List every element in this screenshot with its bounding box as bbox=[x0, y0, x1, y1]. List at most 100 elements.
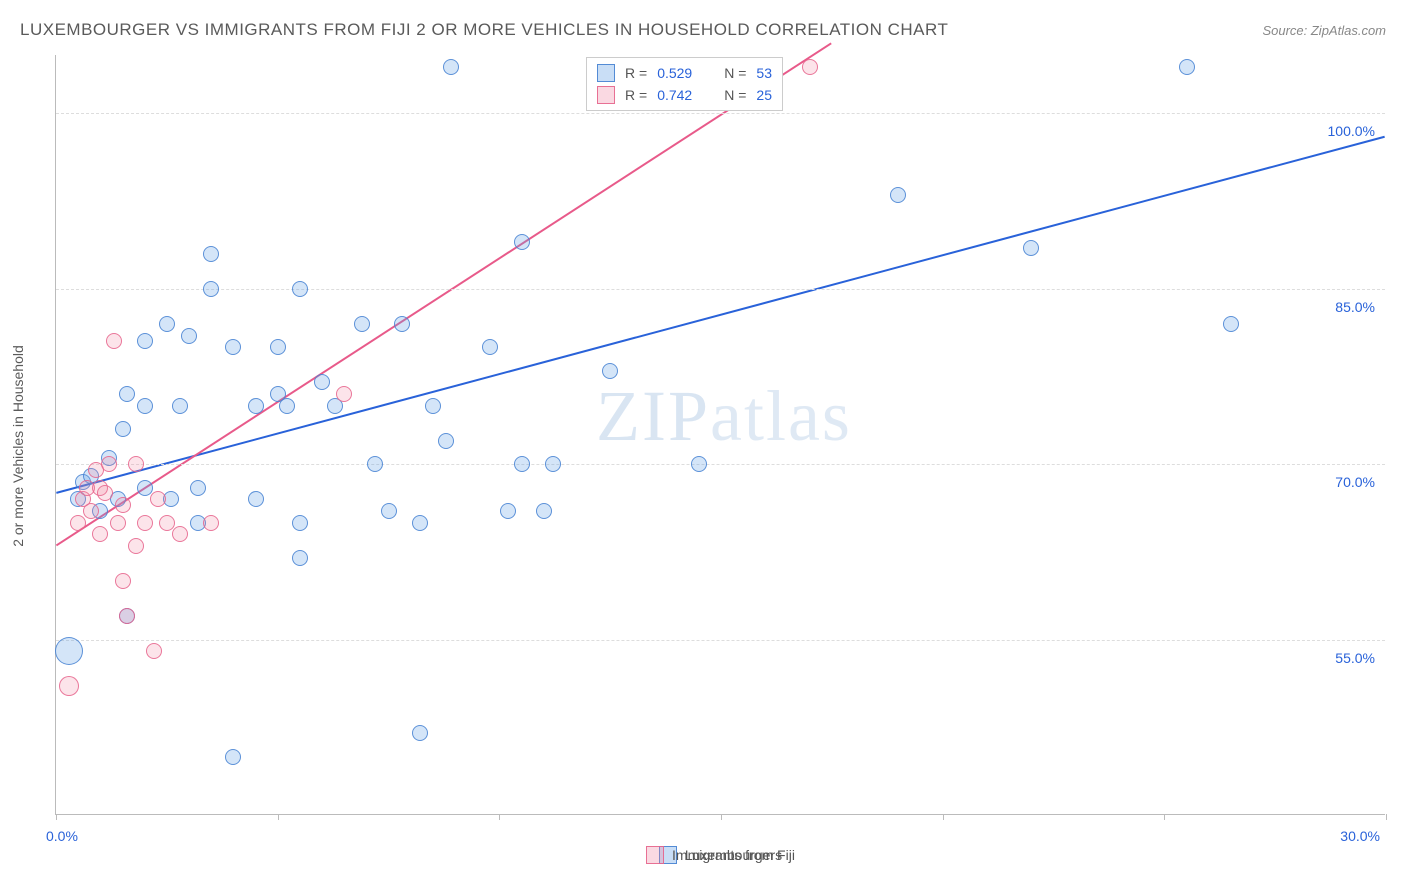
data-point bbox=[106, 333, 122, 349]
title-bar: LUXEMBOURGER VS IMMIGRANTS FROM FIJI 2 O… bbox=[20, 20, 1386, 40]
source-label: Source: ZipAtlas.com bbox=[1262, 23, 1386, 38]
x-tick bbox=[1386, 814, 1387, 820]
data-point bbox=[115, 573, 131, 589]
data-point bbox=[500, 503, 516, 519]
data-point bbox=[367, 456, 383, 472]
data-point bbox=[137, 398, 153, 414]
data-point bbox=[128, 456, 144, 472]
n-label: N = bbox=[724, 87, 746, 103]
x-tick bbox=[1164, 814, 1165, 820]
data-point bbox=[354, 316, 370, 332]
data-point bbox=[203, 515, 219, 531]
gridline bbox=[56, 113, 1385, 114]
r-label: R = bbox=[625, 65, 647, 81]
y-axis-label: 2 or more Vehicles in Household bbox=[10, 345, 26, 547]
legend-label: Immigrants from Fiji bbox=[672, 847, 795, 863]
data-point bbox=[55, 637, 83, 665]
data-point bbox=[314, 374, 330, 390]
data-point bbox=[137, 480, 153, 496]
x-min-label: 0.0% bbox=[46, 828, 78, 844]
legend-swatch bbox=[646, 846, 664, 864]
data-point bbox=[292, 515, 308, 531]
data-point bbox=[225, 339, 241, 355]
data-point bbox=[119, 386, 135, 402]
x-max-label: 30.0% bbox=[1340, 828, 1380, 844]
trend-line bbox=[56, 137, 1384, 493]
stats-row: R =0.529N =53 bbox=[587, 62, 782, 84]
data-point bbox=[425, 398, 441, 414]
data-point bbox=[1223, 316, 1239, 332]
x-tick bbox=[499, 814, 500, 820]
data-point bbox=[1179, 59, 1195, 75]
data-point bbox=[1023, 240, 1039, 256]
data-point bbox=[545, 456, 561, 472]
data-point bbox=[248, 398, 264, 414]
legend-swatch bbox=[597, 86, 615, 104]
data-point bbox=[115, 421, 131, 437]
data-point bbox=[110, 515, 126, 531]
trend-lines bbox=[56, 55, 1385, 814]
y-tick-label: 55.0% bbox=[1335, 650, 1375, 666]
data-point bbox=[270, 339, 286, 355]
r-value: 0.742 bbox=[657, 87, 692, 103]
data-point bbox=[602, 363, 618, 379]
gridline bbox=[56, 640, 1385, 641]
data-point bbox=[890, 187, 906, 203]
plot-area: ZIPatlas 55.0%70.0%85.0%100.0%0.0%30.0%R… bbox=[55, 55, 1385, 815]
data-point bbox=[292, 281, 308, 297]
gridline bbox=[56, 289, 1385, 290]
data-point bbox=[225, 749, 241, 765]
data-point bbox=[172, 398, 188, 414]
r-label: R = bbox=[625, 87, 647, 103]
data-point bbox=[482, 339, 498, 355]
trend-line bbox=[56, 43, 831, 545]
x-tick bbox=[278, 814, 279, 820]
data-point bbox=[181, 328, 197, 344]
data-point bbox=[190, 480, 206, 496]
data-point bbox=[443, 59, 459, 75]
data-point bbox=[514, 234, 530, 250]
data-point bbox=[394, 316, 410, 332]
y-tick-label: 85.0% bbox=[1335, 299, 1375, 315]
x-tick bbox=[56, 814, 57, 820]
chart-title: LUXEMBOURGER VS IMMIGRANTS FROM FIJI 2 O… bbox=[20, 20, 948, 40]
data-point bbox=[70, 515, 86, 531]
y-tick-label: 100.0% bbox=[1328, 123, 1375, 139]
data-point bbox=[59, 676, 79, 696]
stats-row: R = 0.742 N = 25 bbox=[587, 84, 782, 106]
data-point bbox=[802, 59, 818, 75]
gridline bbox=[56, 464, 1385, 465]
data-point bbox=[128, 538, 144, 554]
data-point bbox=[137, 333, 153, 349]
y-tick-label: 70.0% bbox=[1335, 474, 1375, 490]
data-point bbox=[336, 386, 352, 402]
data-point bbox=[101, 456, 117, 472]
data-point bbox=[438, 433, 454, 449]
data-point bbox=[203, 246, 219, 262]
data-point bbox=[172, 526, 188, 542]
data-point bbox=[119, 608, 135, 624]
x-tick bbox=[721, 814, 722, 820]
data-point bbox=[279, 398, 295, 414]
data-point bbox=[203, 281, 219, 297]
data-point bbox=[159, 316, 175, 332]
n-value: 25 bbox=[756, 87, 772, 103]
data-point bbox=[92, 526, 108, 542]
x-tick bbox=[943, 814, 944, 820]
n-label: N = bbox=[724, 65, 746, 81]
data-point bbox=[412, 725, 428, 741]
data-point bbox=[146, 643, 162, 659]
stats-legend: R =0.529N =53R =0.742N =25 bbox=[586, 57, 783, 111]
legend-swatch bbox=[597, 64, 615, 82]
data-point bbox=[248, 491, 264, 507]
data-point bbox=[150, 491, 166, 507]
data-point bbox=[97, 485, 113, 501]
data-point bbox=[381, 503, 397, 519]
data-point bbox=[412, 515, 428, 531]
data-point bbox=[83, 503, 99, 519]
data-point bbox=[691, 456, 707, 472]
data-point bbox=[292, 550, 308, 566]
data-point bbox=[115, 497, 131, 513]
n-value: 53 bbox=[756, 65, 772, 81]
data-point bbox=[536, 503, 552, 519]
